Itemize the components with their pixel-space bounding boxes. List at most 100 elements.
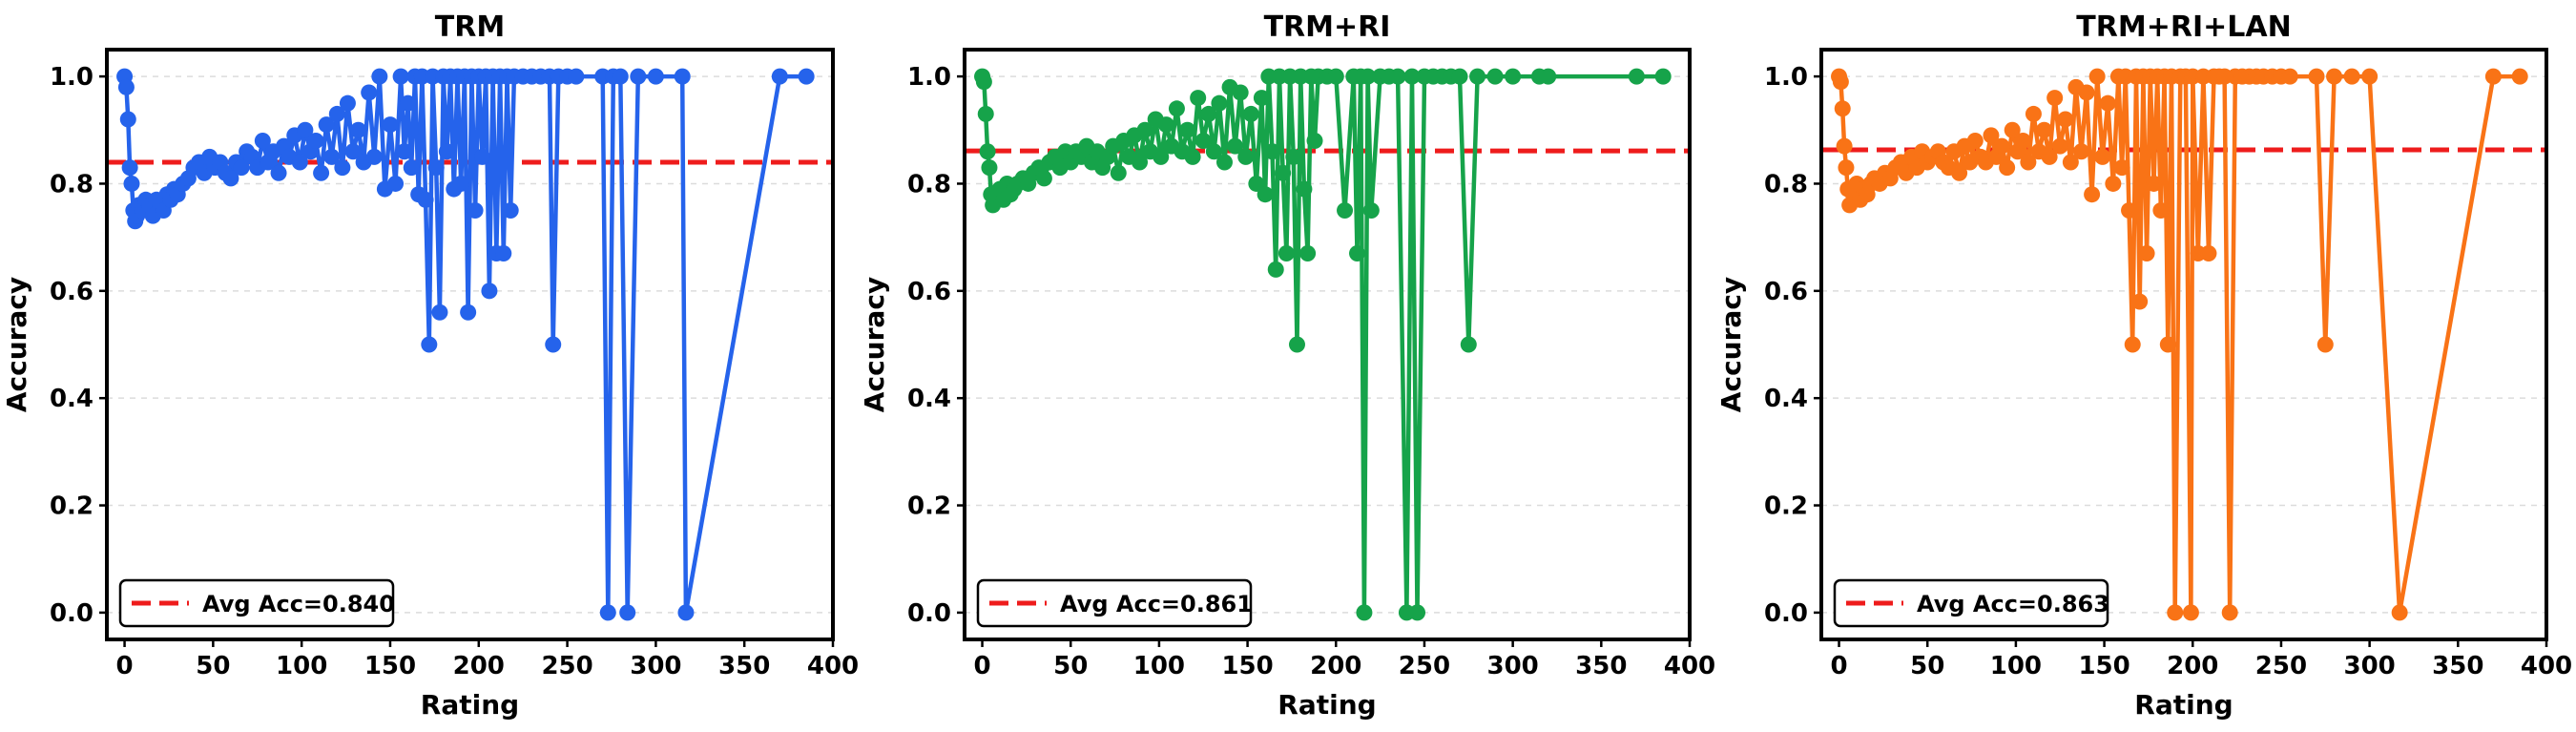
data-point [1211,94,1228,112]
x-tick-label: 200 [2167,652,2218,680]
y-tick-label: 0.2 [1764,492,1808,521]
data-point [977,105,994,122]
data-point [612,68,629,85]
data-point [647,68,664,85]
data-point [297,121,314,138]
data-point [328,105,345,122]
data-point [1288,336,1305,353]
data-point [222,170,239,187]
x-tick-label: 150 [2078,652,2129,680]
data-point [2326,68,2343,85]
data-point [1951,164,1968,181]
data-point [2131,293,2149,310]
data-point [630,68,647,85]
data-point [1215,154,1233,171]
data-point [2159,336,2176,353]
data-point [339,94,356,112]
data-point [1275,164,1292,181]
y-tick-label: 1.0 [907,63,951,92]
data-point [254,133,271,150]
data-point [1403,68,1421,85]
data-point [1285,148,1302,165]
data-point [1299,244,1317,261]
data-point [2051,137,2068,155]
x-tick-label: 150 [1221,652,1273,680]
x-tick-label: 250 [2255,652,2307,680]
data-point [2105,175,2122,192]
data-point [365,148,383,165]
data-point [123,175,140,192]
data-point [1838,159,1855,177]
x-tick-label: 350 [1575,652,1627,680]
data-point [1628,68,1645,85]
x-tick-label: 200 [1310,652,1361,680]
data-point [1983,127,2000,144]
y-axis-label: Accuracy [1715,277,1747,412]
data-point [1248,175,1265,192]
data-point [1035,170,1052,187]
x-tick-label: 400 [807,652,859,680]
data-point [1190,90,1207,107]
y-tick-label: 0.0 [50,599,93,628]
data-point [427,159,445,177]
y-axis-label: Accuracy [1,277,32,412]
data-point [2343,68,2360,85]
data-point [1999,159,2016,177]
data-point [771,68,788,85]
x-tick-label: 300 [630,652,681,680]
data-point [1267,261,1284,278]
data-point [2152,202,2170,220]
data-point [2167,604,2184,621]
data-point [2200,244,2217,261]
data-point [1540,68,1557,85]
data-point [975,73,992,91]
data-point [400,94,417,112]
data-point [344,143,362,160]
data-point [2099,94,2116,112]
data-point [1110,164,1127,181]
data-point [233,159,250,177]
data-point [473,148,490,165]
data-point [2088,68,2106,85]
data-point [1232,84,1249,101]
data-point [481,282,498,300]
data-point [798,68,815,85]
data-point [417,191,434,208]
legend-label: Avg Acc=0.840 [202,591,395,617]
data-point [1349,244,1366,261]
data-point [545,336,562,353]
data-point [2124,336,2141,353]
data-point [1654,68,1672,85]
x-tick-label: 300 [1486,652,1538,680]
data-point [2145,175,2162,192]
data-point [1184,148,1201,165]
data-point [460,303,477,321]
data-point [1451,68,1468,85]
data-point [2020,154,2037,171]
y-tick-label: 0.8 [907,170,951,199]
data-point [1227,137,1244,155]
data-point [2316,336,2334,353]
legend-box [1833,578,2109,628]
x-axis-label: Rating [421,689,519,721]
chart-title: TRM+RI [1264,10,1391,44]
data-point [438,143,455,160]
x-tick-label: 400 [1664,652,1715,680]
x-tick-label: 300 [2343,652,2395,680]
data-point [313,164,330,181]
x-tick-label: 100 [276,652,327,680]
plot-frame [963,48,1692,641]
data-point [119,111,136,128]
data-point [1242,105,1259,122]
data-point [2281,68,2298,85]
y-tick-label: 0.6 [907,278,951,306]
y-tick-label: 0.0 [1764,599,1808,628]
data-point [2072,143,2089,160]
data-point [350,121,367,138]
plot-frame [105,48,835,641]
legend-label: Avg Acc=0.861 [1060,591,1253,617]
x-tick-label: 350 [718,652,770,680]
y-tick-label: 0.6 [1764,278,1808,306]
data-point [2025,105,2042,122]
data-point [2121,202,2138,220]
